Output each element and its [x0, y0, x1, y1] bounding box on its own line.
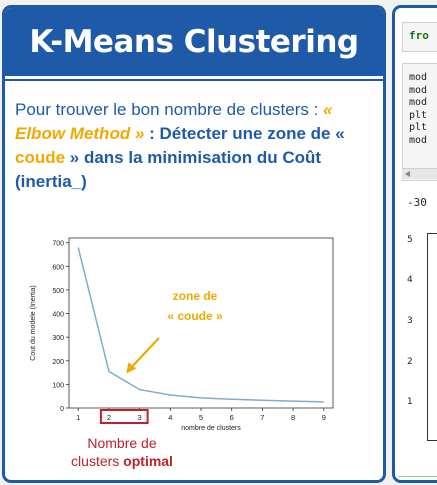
- annotation-line-2: « coude »: [167, 309, 223, 323]
- y-tick-label: 100: [52, 382, 64, 389]
- notebook-y-tick: 2: [407, 357, 413, 367]
- elbow-chart-svg: 0 100 200 300 400 500 600 700 1 2 3 4 5 6 7 8 9 nombre de…: [30, 237, 334, 432]
- y-tick-label: 0: [60, 406, 64, 413]
- code-line: mod: [409, 97, 428, 108]
- inertia-line: [77, 247, 324, 403]
- caption-line-1: Nombre de: [87, 435, 157, 451]
- slide-title: K-Means Clustering: [29, 24, 359, 60]
- caption-line-2a: clusters: [71, 453, 124, 469]
- x-tick-label: 3: [138, 413, 142, 422]
- notebook-y-tick: 1: [407, 397, 413, 407]
- notebook-y-tick: 3: [407, 316, 413, 326]
- optimal-range-highlight: [99, 409, 149, 424]
- x-tick-label: 1: [76, 413, 80, 422]
- y-tick-label: 500: [52, 288, 64, 295]
- notebook-y-tick: 5: [407, 235, 413, 245]
- y-axis-label: Cout du modele (Inertia): [30, 285, 37, 360]
- elbow-chart: 0 100 200 300 400 500 600 700 1 2 3 4 5 6 7 8 9 nombre de…: [23, 230, 353, 470]
- annotation-line-1: zone de: [173, 289, 218, 303]
- plot-frame: [68, 237, 334, 409]
- detect-text-b: » dans la minimisation du Coût (inertia_…: [15, 148, 322, 191]
- notebook-plot: 5 4 3 2 1: [405, 223, 437, 448]
- x-tick-label: 5: [199, 413, 203, 422]
- notebook-output-text: -30: [407, 196, 427, 209]
- code-line: plt: [409, 109, 428, 121]
- x-tick-label: 9: [322, 413, 326, 422]
- notebook-divider: [398, 476, 437, 477]
- elbow-method-label: « Elbow Method »: [15, 100, 333, 143]
- annotation-arrowhead: [126, 362, 137, 374]
- detect-text-a: : Détecter une zone de «: [144, 124, 345, 143]
- intro-text: Pour trouver le bon nombre de clusters :: [15, 100, 319, 119]
- optimal-clusters-caption: Nombre de clusters optimal: [57, 434, 187, 470]
- x-tick-label: 7: [260, 413, 264, 422]
- code-line: mod: [409, 84, 428, 96]
- code-line: mod: [409, 72, 428, 83]
- notebook-import-cell[interactable]: fro: [402, 22, 437, 52]
- notebook-y-tick: 4: [407, 275, 413, 285]
- annotation-arrow: [130, 337, 160, 369]
- y-tick-label: 400: [52, 312, 64, 319]
- notebook-code-cell[interactable]: mod mod mod plt plt mod: [402, 63, 437, 181]
- y-tick-label: 300: [52, 335, 64, 342]
- y-tick-label: 700: [52, 241, 64, 248]
- caption-optimal: optimal: [123, 453, 173, 469]
- coude-word: coude: [15, 148, 66, 167]
- caption-line-2: clusters optimal: [57, 452, 187, 470]
- x-axis-label: nombre de clusters: [181, 425, 241, 432]
- y-tick-label: 200: [52, 359, 64, 366]
- x-tick-label: 8: [291, 413, 295, 422]
- x-tick-label: 6: [230, 413, 234, 422]
- import-cell-text: fro: [409, 29, 429, 42]
- x-tick-label: 2: [107, 413, 111, 422]
- slide-description: Pour trouver le bon nombre de clusters :…: [15, 98, 380, 194]
- y-tick-label: 600: [52, 264, 64, 271]
- code-line: plt: [409, 122, 428, 133]
- slide-title-bar: K-Means Clustering: [5, 8, 383, 79]
- notebook-panel: fro mod mod mod plt plt mod -30 5 4 3 2 …: [392, 5, 437, 483]
- code-cell-scrollbar[interactable]: [402, 168, 437, 179]
- code-line: mod: [409, 134, 428, 146]
- notebook-plot-axes: [427, 233, 437, 441]
- x-tick-label: 4: [168, 413, 172, 422]
- slide-panel: K-Means Clustering Pour trouver le bon n…: [2, 5, 386, 483]
- title-divider: [5, 79, 383, 81]
